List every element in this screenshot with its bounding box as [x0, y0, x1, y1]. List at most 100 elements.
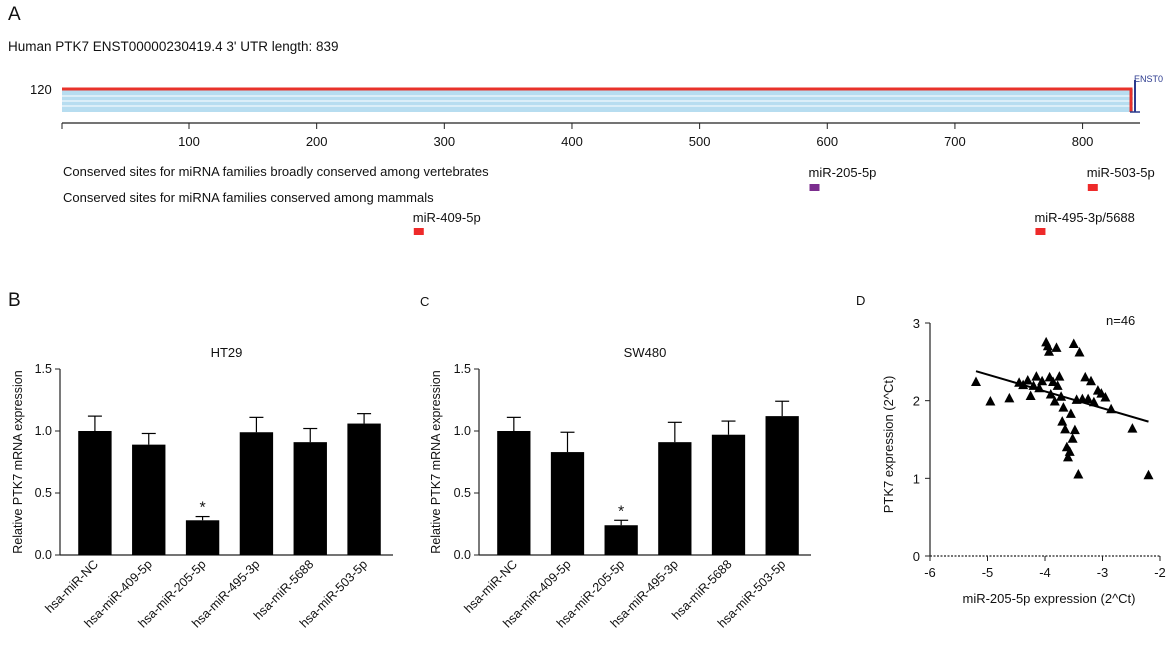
- utr-x-tick-label: 200: [306, 134, 328, 149]
- y-axis-label: PTK7 expression (2^Ct): [881, 376, 896, 514]
- data-point: [1127, 423, 1138, 433]
- utr-x-tick-label: 300: [433, 134, 455, 149]
- y-tick-label: 1.0: [35, 424, 52, 438]
- y-tick-label: 1.0: [454, 424, 471, 438]
- chart-d-scatter: D 0 1 2 3 -6 -5 -4 -3 -2 miR-205-5p expression (2^…: [856, 293, 1166, 606]
- y-axis-label: Relative PTK7 mRNA expression: [11, 370, 25, 553]
- category-label: hsa-miR-NC: [43, 557, 102, 616]
- chart-title: HT29: [211, 345, 243, 360]
- panel-letter: D: [856, 293, 865, 308]
- bar: [658, 442, 692, 555]
- x-tick-label: -4: [1039, 565, 1051, 580]
- x-tick-label: -5: [982, 565, 994, 580]
- x-axis-label: miR-205-5p expression (2^Ct): [963, 591, 1136, 606]
- data-point: [1143, 469, 1154, 480]
- panel-a-letter: A: [8, 4, 21, 25]
- data-point: [1100, 392, 1111, 402]
- mirna-site-marker: [1035, 228, 1046, 235]
- y-axis-label: Relative PTK7 mRNA expression: [429, 370, 443, 553]
- utr-x-tick-label: 400: [561, 134, 583, 149]
- data-point: [1073, 468, 1084, 479]
- x-tick-label: -2: [1154, 565, 1166, 580]
- data-point: [1045, 388, 1056, 399]
- data-point: [1044, 346, 1055, 356]
- data-point: [1106, 403, 1117, 414]
- data-point: [1054, 371, 1065, 381]
- data-point: [1063, 451, 1073, 462]
- data-point: [1088, 396, 1099, 407]
- utr-x-tick-label: 100: [178, 134, 200, 149]
- bar: [293, 442, 327, 555]
- y-tick-label: 0.0: [35, 548, 52, 562]
- mirna-site-label: miR-205-5p: [809, 165, 877, 180]
- panel-letter: B: [8, 290, 21, 311]
- utr-x-ticks: 100 200 300 400 500 600 700 800: [61, 123, 1094, 149]
- bar: [239, 432, 274, 555]
- y-tick-label: 0.0: [454, 548, 471, 562]
- mirna-site-marker: [809, 184, 820, 191]
- bar: [711, 434, 746, 555]
- utr-x-tick-label: 800: [1072, 134, 1094, 149]
- mirna-sites: miR-205-5p miR-503-5p miR-409-5p miR-495-3p…: [413, 165, 1155, 235]
- data-point: [1025, 390, 1036, 401]
- data-point: [1034, 382, 1045, 393]
- bar: [497, 431, 531, 555]
- category-label: hsa-miR-NC: [461, 557, 520, 616]
- data-point: [1069, 424, 1080, 435]
- y-tick-label: 0: [913, 549, 920, 564]
- data-point: [1058, 402, 1069, 412]
- data-point: [1080, 371, 1091, 382]
- data-point: [1042, 340, 1053, 351]
- data-point: [1031, 371, 1042, 381]
- mammal-sites-label: Conserved sites for miRNA families conse…: [63, 190, 434, 205]
- bar: [765, 416, 799, 555]
- significance-marker: *: [618, 503, 624, 520]
- data-point: [1067, 433, 1078, 443]
- y-tick-label: 0.5: [35, 486, 52, 500]
- data-point: [1065, 408, 1076, 418]
- panel-letter: C: [420, 294, 429, 309]
- data-point: [1028, 380, 1039, 390]
- bar: [604, 525, 638, 555]
- bar: [347, 423, 381, 555]
- utr-x-tick-label: 600: [816, 134, 838, 149]
- mirna-site-marker: [413, 228, 424, 235]
- chart-title: SW480: [624, 345, 667, 360]
- data-point: [1049, 395, 1060, 406]
- y-tick-label: 1.5: [454, 362, 471, 376]
- y-tick-label: 2: [913, 394, 920, 409]
- data-point: [985, 395, 996, 406]
- vertebrate-sites-label: Conserved sites for miRNA families broad…: [63, 164, 489, 179]
- bar: [132, 444, 166, 555]
- data-point: [1048, 376, 1059, 387]
- chart-c-sw480: C SW480 0.0 0.5 1.0 1.5 Relative PTK7 mRNA exp…: [420, 294, 811, 630]
- mirna-site-label: miR-495-3p/5688: [1034, 210, 1134, 225]
- mirna-site-label: miR-409-5p: [413, 210, 481, 225]
- data-point: [1037, 375, 1048, 386]
- significance-marker: *: [199, 500, 205, 517]
- data-point: [1074, 347, 1085, 357]
- utr-red-line: [62, 87, 1133, 112]
- utr-x-tick-label: 700: [944, 134, 966, 149]
- chart-b-ht29: B HT29 0.0 0.5 1.0 1.5 Relative PTK7 mRNA expr…: [8, 290, 393, 630]
- x-tick-label: -3: [1097, 565, 1109, 580]
- data-point: [1004, 392, 1015, 403]
- utr-header: Human PTK7 ENST00000230419.4 3' UTR leng…: [8, 39, 339, 54]
- data-point: [1083, 393, 1094, 404]
- y-tick-label: 0.5: [454, 486, 471, 500]
- data-point: [1022, 374, 1033, 385]
- data-point: [1056, 391, 1067, 401]
- mirna-site-marker: [1087, 184, 1098, 191]
- x-tick-label: -6: [924, 565, 936, 580]
- data-point: [1051, 342, 1062, 352]
- sample-size-annotation: n=46: [1106, 313, 1135, 328]
- data-point: [1052, 380, 1063, 390]
- utr-y-tick: 120: [30, 82, 52, 97]
- data-point: [1064, 446, 1075, 456]
- utr-x-tick-label: 500: [689, 134, 711, 149]
- bar: [550, 452, 585, 555]
- data-point: [1068, 338, 1079, 348]
- mirna-site-label: miR-503-5p: [1087, 165, 1155, 180]
